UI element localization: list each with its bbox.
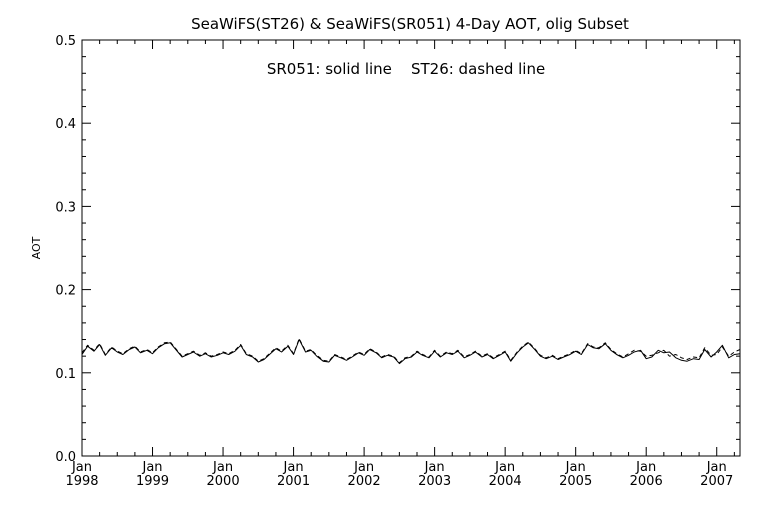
x-tick-year-label: 1999 bbox=[136, 474, 169, 489]
y-axis-label: AOT bbox=[30, 236, 43, 259]
x-tick-month-label: Jan bbox=[706, 460, 727, 475]
series-layer bbox=[81, 338, 741, 365]
y-tick-label: 0.4 bbox=[55, 117, 76, 132]
x-tick-year-label: 2003 bbox=[418, 474, 451, 489]
y-tick-label: 0.2 bbox=[55, 284, 76, 299]
series-line-st26 bbox=[81, 338, 741, 364]
x-tick-year-label: 2004 bbox=[489, 474, 522, 489]
x-tick-year-label: 2000 bbox=[207, 474, 240, 489]
x-tick-year-label: 2002 bbox=[348, 474, 381, 489]
x-tick-month-label: Jan bbox=[283, 460, 304, 475]
x-tick-month-label: Jan bbox=[212, 460, 233, 475]
y-tick-label: 0.1 bbox=[55, 367, 76, 382]
x-tick-month-label: Jan bbox=[635, 460, 656, 475]
x-tick-year-label: 1998 bbox=[65, 474, 98, 489]
x-tick-year-label: 2006 bbox=[630, 474, 663, 489]
legend-annotation: SR051: solid line ST26: dashed line bbox=[267, 60, 545, 78]
y-tick-label: 0.0 bbox=[55, 450, 76, 465]
series-line-sr051 bbox=[81, 339, 741, 365]
y-axis: 0.0 0.1 0.2 0.3 0.4 0.5 bbox=[55, 34, 740, 465]
x-tick-month-label: Jan bbox=[494, 460, 515, 475]
x-tick-year-label: 2005 bbox=[559, 474, 592, 489]
chart-title: SeaWiFS(ST26) & SeaWiFS(SR051) 4-Day AOT… bbox=[191, 15, 629, 33]
y-tick-label: 0.3 bbox=[55, 200, 76, 215]
x-tick-year-label: 2001 bbox=[277, 474, 310, 489]
y-tick-label: 0.5 bbox=[55, 34, 76, 49]
x-axis: Jan1998Jan1999Jan2000Jan2001Jan2002Jan20… bbox=[65, 40, 735, 489]
x-tick-month-label: Jan bbox=[142, 460, 163, 475]
plot-frame bbox=[81, 39, 741, 457]
x-tick-month-label: Jan bbox=[565, 460, 586, 475]
x-tick-month-label: Jan bbox=[424, 460, 445, 475]
x-tick-month-label: Jan bbox=[71, 460, 92, 475]
x-tick-year-label: 2007 bbox=[700, 474, 733, 489]
x-tick-month-label: Jan bbox=[353, 460, 374, 475]
